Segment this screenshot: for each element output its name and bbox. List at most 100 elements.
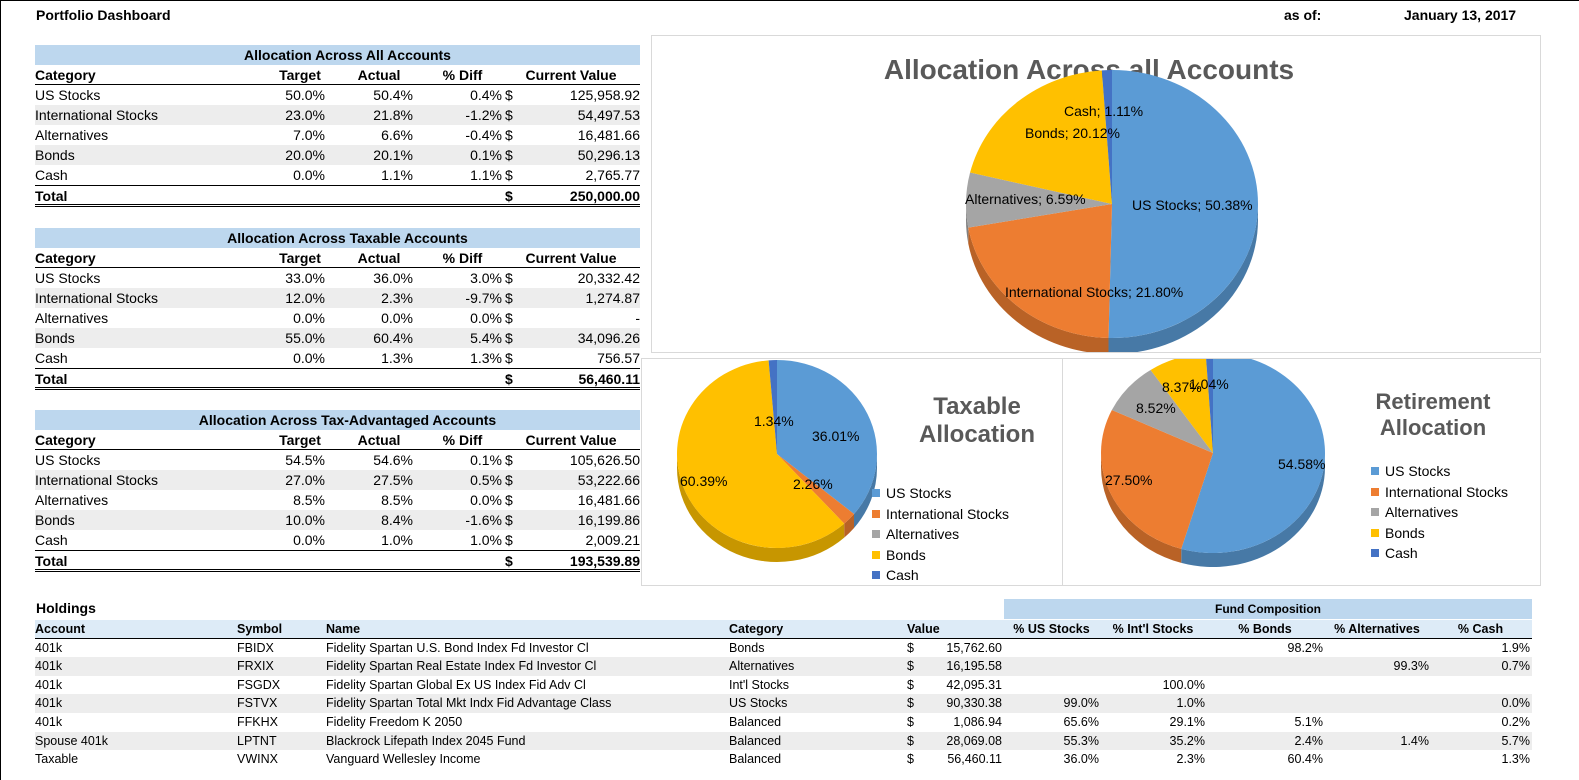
allocation-table-all-accounts: Allocation Across All Accounts Category … [35, 45, 640, 207]
holding-pct-alt [1325, 713, 1431, 732]
pie-slice-cash[interactable] [1206, 359, 1213, 453]
pie-slice-cash[interactable] [768, 360, 777, 454]
chart-taxable[interactable]: Taxable Allocation 36.01% 2.26% 60.39% 1.34… [641, 358, 1067, 586]
holding-pct-cash: 5.7% [1501, 733, 1531, 748]
holdings-header-us: % US Stocks [1013, 622, 1090, 636]
legend-item-alt: Alternatives [872, 524, 1009, 545]
cell-actual: 20.1% [373, 147, 413, 163]
chart-retirement-title-line1: Retirement [1375, 389, 1491, 414]
table-row: Alternatives 0.0% 0.0% 0.0% $ - [35, 308, 640, 328]
pie-slice-bonds[interactable] [970, 70, 1112, 204]
pie-slice-us[interactable] [1181, 359, 1325, 553]
cell-value: - [635, 310, 640, 326]
cell-target: 0.0% [293, 167, 325, 183]
legend-swatch-intl [1371, 487, 1379, 496]
holding-pct-us [1004, 676, 1101, 695]
cell-value: 2,009.21 [585, 532, 641, 548]
holdings-header-cash: % Cash [1457, 622, 1504, 636]
pie-side-intl [968, 227, 1109, 352]
holdings-row: Spouse 401k LPTNT Blackrock Lifepath Ind… [35, 731, 1532, 751]
cell-target: 50.0% [285, 87, 325, 103]
holding-pct-bonds: 60.4% [1287, 752, 1323, 767]
cell-category: International Stocks [35, 472, 158, 488]
holding-pct-us: 36.0% [1063, 752, 1099, 767]
cell-diff: -0.4% [465, 127, 502, 143]
holding-symbol: FSTVX [237, 696, 278, 711]
legend-item-bonds: Bonds [872, 545, 1009, 566]
cell-value: 2,765.77 [585, 167, 641, 183]
cell-actual: 1.1% [381, 167, 413, 183]
holding-pct-intl: 100.0% [1162, 677, 1205, 692]
holdings-row: 401k FSTVX Fidelity Spartan Total Mkt In… [35, 694, 1532, 713]
holding-symbol: FRXIX [237, 659, 274, 674]
holding-account: 401k [35, 714, 63, 729]
cell-target: 55.0% [285, 330, 325, 346]
cell-actual: 0.0% [381, 310, 413, 326]
chart-all-accounts[interactable]: Allocation Across all Accounts US Stocks… [651, 35, 1541, 353]
pie-slice-alt[interactable] [966, 172, 1112, 228]
cell-diff: 1.0% [470, 532, 502, 548]
chart-retirement[interactable]: Retirement Allocation 54.58% 27.50% 8.52% 8… [1062, 358, 1541, 586]
pie-slice-bonds[interactable] [1150, 359, 1213, 453]
holding-value: 16,195.58 [946, 659, 1002, 674]
pie-slice-bonds[interactable] [677, 360, 845, 548]
cell-dollar: $ [505, 330, 513, 346]
holdings-header-symbol: Symbol [237, 622, 283, 636]
total-dollar: $ [505, 553, 513, 569]
cell-actual: 2.3% [381, 290, 413, 306]
pie-slice-alt[interactable] [1111, 369, 1213, 453]
table-total-row: Total $ 250,000.00 [35, 185, 640, 207]
holding-account: Spouse 401k [35, 733, 108, 748]
pie-slice-us[interactable] [1108, 70, 1259, 338]
holdings-header-account: Account [35, 622, 85, 636]
pie-label-us: 54.58% [1278, 456, 1325, 472]
cell-diff: 1.1% [470, 167, 502, 183]
legend-swatch-bonds [1371, 528, 1379, 537]
cell-dollar: $ [505, 310, 513, 326]
holding-name: Fidelity Spartan Real Estate Index Fd In… [326, 659, 597, 674]
pie-side-us [854, 454, 877, 528]
holding-value: 15,762.60 [946, 640, 1002, 655]
header-actual: Actual [357, 250, 401, 266]
total-value: 250,000.00 [569, 188, 640, 204]
pie-slice-intl[interactable] [1101, 410, 1213, 549]
pie-side-us [1108, 204, 1258, 352]
table-row: International Stocks 27.0% 27.5% 0.5% $ … [35, 470, 640, 490]
cell-target: 8.5% [293, 492, 325, 508]
cell-category: Cash [35, 532, 68, 548]
cell-actual: 50.4% [373, 87, 413, 103]
allocation-table-tax-advantaged: Allocation Across Tax-Advantaged Account… [35, 410, 640, 572]
cell-value: 16,481.66 [577, 492, 640, 508]
total-value: 193,539.89 [569, 553, 640, 569]
cell-actual: 21.8% [373, 107, 413, 123]
cell-value: 34,096.26 [577, 330, 640, 346]
cell-category: Alternatives [35, 492, 109, 508]
cell-diff: 0.1% [470, 452, 502, 468]
holdings-header-intl: % Int'l Stocks [1112, 622, 1194, 636]
holding-pct-alt [1325, 639, 1431, 658]
cell-actual: 36.0% [373, 270, 413, 286]
holding-pct-us: 55.3% [1063, 733, 1099, 748]
cell-diff: -1.6% [465, 512, 502, 528]
legend-label-us: US Stocks [886, 485, 952, 502]
cell-category: Alternatives [35, 127, 109, 143]
pie-label-bonds: 60.39% [680, 473, 727, 489]
pie-slice-intl[interactable] [777, 454, 855, 524]
cell-diff: 3.0% [470, 270, 502, 286]
cell-category: International Stocks [35, 290, 158, 306]
holdings-table: Account Symbol Name Category Value % US … [35, 620, 1532, 769]
header-diff: % Diff [442, 250, 483, 266]
pie-slice-intl[interactable] [968, 204, 1112, 338]
pie-chart-all: US Stocks; 50.38% International Stocks; 2… [965, 70, 1259, 352]
holding-name: Fidelity Spartan Global Ex US Index Fid … [326, 677, 586, 692]
holding-pct-cash [1431, 676, 1532, 695]
pie-slice-cash[interactable] [1101, 70, 1112, 204]
legend-swatch-us [872, 489, 880, 498]
pie-slice-us[interactable] [777, 360, 877, 514]
total-label: Total [35, 371, 68, 387]
total-value: 56,460.11 [578, 371, 640, 387]
header-target: Target [279, 432, 321, 448]
holding-value: 42,095.31 [946, 677, 1002, 692]
cell-category: International Stocks [35, 107, 158, 123]
legend-swatch-bonds [872, 550, 880, 559]
